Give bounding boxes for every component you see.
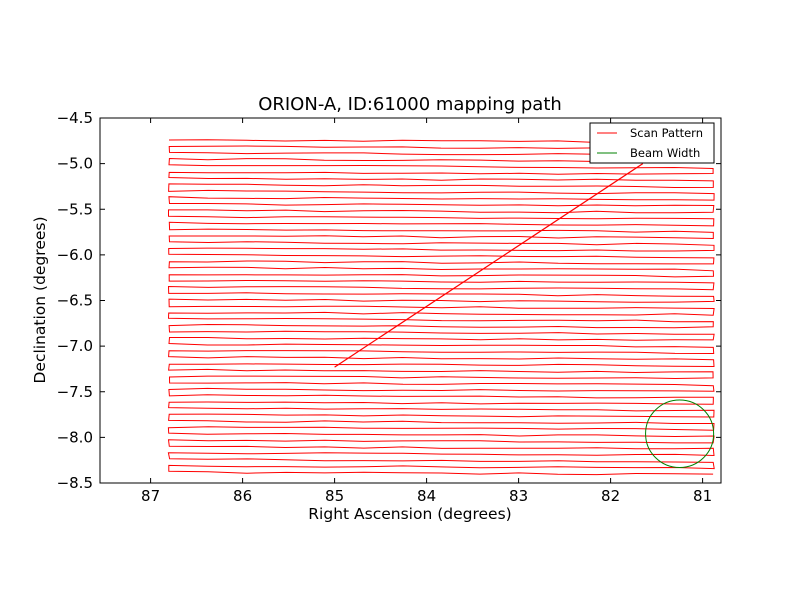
x-tick-label: 82 bbox=[601, 487, 620, 505]
scan-pattern-path bbox=[167, 139, 715, 476]
y-tick-label: −8.0 bbox=[57, 428, 93, 446]
legend-box bbox=[589, 122, 715, 164]
y-tick-label: −8.5 bbox=[57, 474, 93, 492]
y-axis-label: Declination (degrees) bbox=[31, 216, 49, 383]
y-tick-label: −5.0 bbox=[57, 155, 93, 173]
x-tick-label: 81 bbox=[693, 487, 712, 505]
x-tick-label: 87 bbox=[141, 487, 160, 505]
y-tick-label: −7.0 bbox=[57, 337, 93, 355]
y-tick-label: −6.0 bbox=[57, 246, 93, 264]
y-tick-label: −6.5 bbox=[57, 292, 93, 310]
chart-title: ORION-A, ID:61000 mapping path bbox=[258, 94, 562, 115]
y-tick-label: −7.5 bbox=[57, 383, 93, 401]
x-tick-label: 84 bbox=[417, 487, 436, 505]
slew-path-line bbox=[334, 163, 644, 368]
legend: Scan Pattern Beam Width bbox=[589, 122, 715, 164]
y-tick-label: −4.5 bbox=[57, 109, 93, 127]
x-tick-label: 83 bbox=[509, 487, 528, 505]
x-tick-label: 86 bbox=[233, 487, 252, 505]
y-axis: −4.5 −5.0 −5.5 −6.0 −6.5 −7.0 −7.5 −8.0 −8.5 bbox=[57, 109, 721, 492]
plot-area bbox=[167, 139, 715, 476]
x-axis: 87 86 85 84 83 82 81 bbox=[141, 118, 712, 505]
beam-width-circle bbox=[645, 399, 715, 468]
legend-label-beam-width: Beam Width bbox=[630, 146, 700, 160]
legend-label-scan-pattern: Scan Pattern bbox=[630, 126, 703, 140]
x-tick-label: 85 bbox=[325, 487, 344, 505]
x-axis-label: Right Ascension (degrees) bbox=[308, 505, 511, 523]
y-tick-label: −5.5 bbox=[57, 200, 93, 218]
